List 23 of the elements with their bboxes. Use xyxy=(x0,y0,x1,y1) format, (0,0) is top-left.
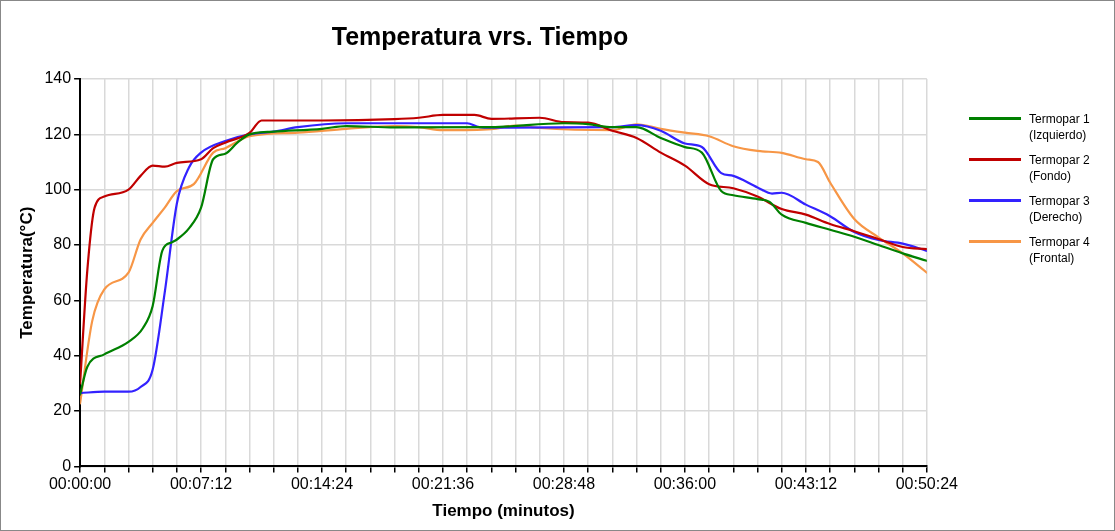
x-tick-label: 00:43:12 xyxy=(774,475,838,493)
x-tick-label: 00:50:24 xyxy=(895,475,959,493)
y-axis-title: Temperatura(°C) xyxy=(16,206,36,339)
x-axis-title: Tiempo (minutos) xyxy=(432,501,575,521)
x-tick-label: 00:36:00 xyxy=(653,475,717,493)
x-tick-label: 00:28:48 xyxy=(532,475,596,493)
legend-label: Termopar 1 (Izquierdo) xyxy=(1029,111,1091,143)
y-tick-label: 140 xyxy=(44,69,72,87)
legend-label: Termopar 4 (Frontal) xyxy=(1029,234,1091,266)
y-tick-label: 120 xyxy=(44,124,72,142)
y-tick-label: 20 xyxy=(53,401,72,419)
y-tick-label: 60 xyxy=(53,290,72,308)
x-tick-label: 00:14:24 xyxy=(290,475,354,493)
x-tick-label: 00:21:36 xyxy=(411,475,475,493)
y-tick-label: 80 xyxy=(53,235,72,253)
legend-label: Termopar 3 (Derecho) xyxy=(1029,193,1091,225)
x-tick-label: 00:07:12 xyxy=(169,475,233,493)
y-tick-label: 0 xyxy=(62,456,72,474)
x-tick-label: 00:00:00 xyxy=(48,475,112,493)
legend-label: Termopar 2 (Fondo) xyxy=(1029,152,1091,184)
y-tick-label: 40 xyxy=(53,346,72,364)
chart-title: Temperatura vrs. Tiempo xyxy=(331,21,629,50)
y-tick-label: 100 xyxy=(44,180,72,198)
